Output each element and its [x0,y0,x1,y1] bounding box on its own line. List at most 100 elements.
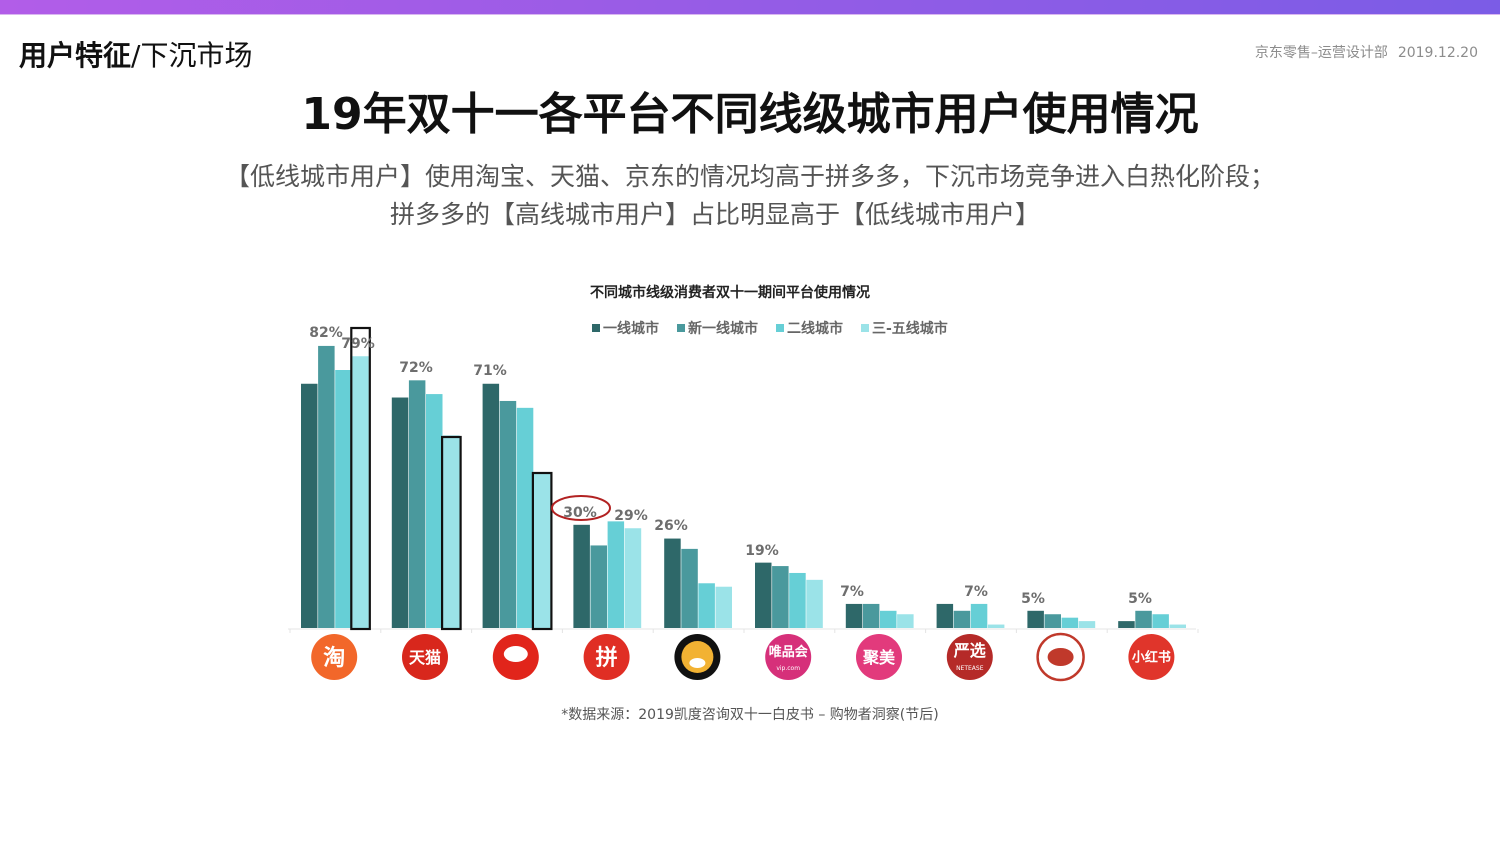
bar [755,562,772,628]
logo-text: 淘 [323,645,345,671]
bar [681,548,698,628]
top-gradient-bar [0,0,1500,15]
data-label: 26% [654,518,688,534]
suning-muzzle-shape [689,658,706,668]
taobao-logo-icon: 淘 [311,634,358,680]
bar [1061,617,1079,628]
logo-subtext: vip.com [776,665,800,672]
highlight-circle [551,495,611,521]
highlight-box [531,471,553,631]
bar [845,603,863,628]
logo-text: 小红书 [1132,650,1171,666]
subtitle-line-1: 【低线城市用户】使用淘宝、天猫、京东的情况均高于拼多多，下沉市场竞争进入白热化阶… [224,162,1275,191]
data-label: 19% [745,543,779,559]
logo-circle [583,634,630,680]
legend-swatch [776,324,784,332]
bar [426,394,443,628]
legend-label: 一线城市 [603,321,659,337]
bar [352,356,369,628]
bar [806,579,823,628]
logo-circle [856,634,902,680]
bar [533,473,551,628]
source-note: *数据来源：2019凯度咨询双十一白皮书 – 购物者洞察(节后) [561,707,939,723]
bar [318,345,335,628]
bar [516,407,534,628]
org-name: 京东零售–运营设计部 [1254,45,1388,61]
logo-text: 聚美 [862,648,896,667]
bar [607,521,625,628]
bar [624,528,642,628]
legend-label: 新一线城市 [688,321,758,337]
data-label: 7% [840,584,864,600]
vip-logo-icon: 唯品会 vip.com [765,634,812,680]
chart-legend: 一线城市 新一线城市 二线城市 三-五线城市 [592,318,948,338]
kaola-logo-icon [1036,632,1085,682]
bar [880,610,897,628]
jumei-logo-icon: 聚美 [856,634,902,680]
bar [1027,610,1044,628]
bar [499,400,517,628]
legend-swatch [677,324,685,332]
legend-label: 三-五线城市 [872,321,948,337]
bar [482,383,500,628]
bar [897,614,914,628]
jd-dog-shape [503,646,528,662]
subtitle-line-2: 拼多多的【高线城市用户】占比明显高于【低线城市用户】 [389,200,1040,229]
highlight-box [350,326,371,631]
data-label: 71% [473,363,507,379]
legend-item: 三-五线城市 [861,318,948,338]
legend-swatch [592,324,600,332]
yanxuan-logo-icon: 严选 NETEASE [946,634,993,680]
logo-text: 唯品会 [769,644,809,660]
bar [408,380,426,628]
bar [936,603,954,628]
bar [1135,610,1152,628]
bar [443,435,460,628]
bar [772,566,789,628]
tmall-logo-icon: 天猫 [402,634,448,680]
data-label: 30% [563,505,597,521]
bar [715,586,732,628]
suning-lion-shape [681,641,714,673]
legend-item: 新一线城市 [677,318,758,338]
data-label: 7% [964,584,988,600]
bar [335,370,352,628]
chart-title: 不同城市线级消费者双十一期间平台使用情况 [590,285,870,301]
section-title-bold: 用户特征 [19,39,132,72]
bar [590,545,607,628]
logo-circle [765,634,812,680]
bar [862,603,880,628]
xiaohongshu-logo-icon: 小红书 [1128,634,1175,680]
bar [1078,621,1096,628]
bar [698,583,715,628]
logo-circle [311,634,358,680]
bar [953,610,971,628]
legend-item: 一线城市 [592,318,659,338]
data-label: 72% [399,360,433,376]
logo-text: 拼 [596,645,618,671]
bar [789,572,806,628]
logo-circle [946,634,993,680]
bar [970,603,988,628]
legend-item: 二线城市 [776,318,843,338]
bar [1044,614,1061,628]
bar [1118,621,1135,628]
logo-subtext: NETEASE [956,665,984,672]
jd-logo-icon [492,634,539,680]
logo-circle [402,634,448,680]
bar [301,383,318,628]
report-date: 2019.12.20 [1397,45,1478,61]
bar [391,397,409,628]
data-label: 5% [1021,591,1045,607]
legend-swatch [861,324,869,332]
logo-text: 天猫 [409,648,441,667]
highlight-box [441,435,462,631]
bar [1152,614,1169,628]
org-date: 京东零售–运营设计部 2019.12.20 [1255,42,1478,62]
section-title-rest: /下沉市场 [131,39,253,72]
logo-circle [1128,634,1175,680]
section-title: 用户特征/下沉市场 [19,34,252,74]
bar [1169,624,1186,628]
legend-label: 二线城市 [787,321,843,337]
pinduoduo-logo-icon: 拼 [583,634,630,680]
